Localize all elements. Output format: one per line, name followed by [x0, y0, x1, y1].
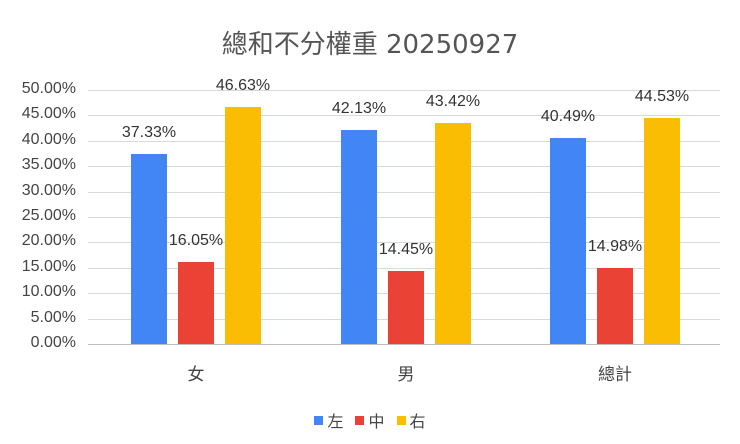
gridline — [88, 140, 720, 142]
y-tick-label: 5.00% — [30, 308, 76, 326]
data-label: 14.45% — [378, 240, 434, 258]
bar-左[interactable] — [131, 154, 167, 344]
gridline — [88, 242, 720, 244]
legend-swatch-icon — [396, 415, 406, 425]
y-tick-label: 20.00% — [21, 232, 76, 250]
legend-label: 右 — [409, 412, 426, 431]
y-tick-label: 40.00% — [21, 130, 76, 148]
data-label: 16.05% — [168, 232, 224, 250]
y-tick-label: 10.00% — [21, 283, 76, 301]
data-label: 14.98% — [587, 237, 643, 255]
data-label: 44.53% — [634, 87, 690, 105]
x-category-label: 女 — [187, 365, 205, 385]
x-category-label: 總計 — [598, 365, 632, 385]
legend: 左中右 — [0, 408, 740, 432]
legend-item[interactable]: 中 — [355, 408, 385, 432]
legend-label: 左 — [327, 412, 344, 431]
legend-swatch-icon — [355, 415, 365, 425]
y-tick-label: 35.00% — [21, 156, 76, 174]
gridline — [88, 217, 720, 218]
gridline — [88, 191, 720, 193]
legend-label: 中 — [368, 412, 385, 431]
x-category-label: 男 — [397, 365, 415, 385]
bar-左[interactable] — [341, 129, 377, 344]
legend-item[interactable]: 右 — [396, 408, 426, 432]
bar-右[interactable] — [644, 117, 680, 344]
gridline — [88, 166, 720, 168]
gridline — [88, 115, 720, 117]
y-tick-label: 50.00% — [21, 80, 76, 97]
data-label: 40.49% — [540, 108, 596, 126]
gridline — [88, 344, 720, 345]
gridline — [88, 267, 720, 269]
y-tick-label: 15.00% — [21, 257, 76, 275]
y-tick-label: 25.00% — [21, 207, 76, 224]
bar-中[interactable] — [388, 270, 424, 344]
gridline — [88, 90, 720, 91]
legend-item[interactable]: 左 — [314, 408, 343, 432]
y-tick-label: 30.00% — [21, 181, 76, 199]
chart-title: 總和不分權重 20250927 — [221, 30, 519, 60]
data-label: 43.42% — [425, 93, 481, 111]
legend-swatch-icon — [314, 415, 324, 425]
data-label: 42.13% — [331, 99, 387, 117]
bar-右[interactable] — [225, 107, 261, 344]
bar-左[interactable] — [550, 138, 586, 344]
bar-中[interactable] — [178, 262, 214, 344]
data-label: 46.63% — [215, 77, 271, 95]
y-tick-label: 0.00% — [30, 334, 76, 351]
bar-右[interactable] — [435, 123, 471, 344]
bar-中[interactable] — [597, 267, 633, 344]
data-label: 37.33% — [121, 124, 177, 142]
y-tick-label: 45.00% — [21, 105, 76, 123]
